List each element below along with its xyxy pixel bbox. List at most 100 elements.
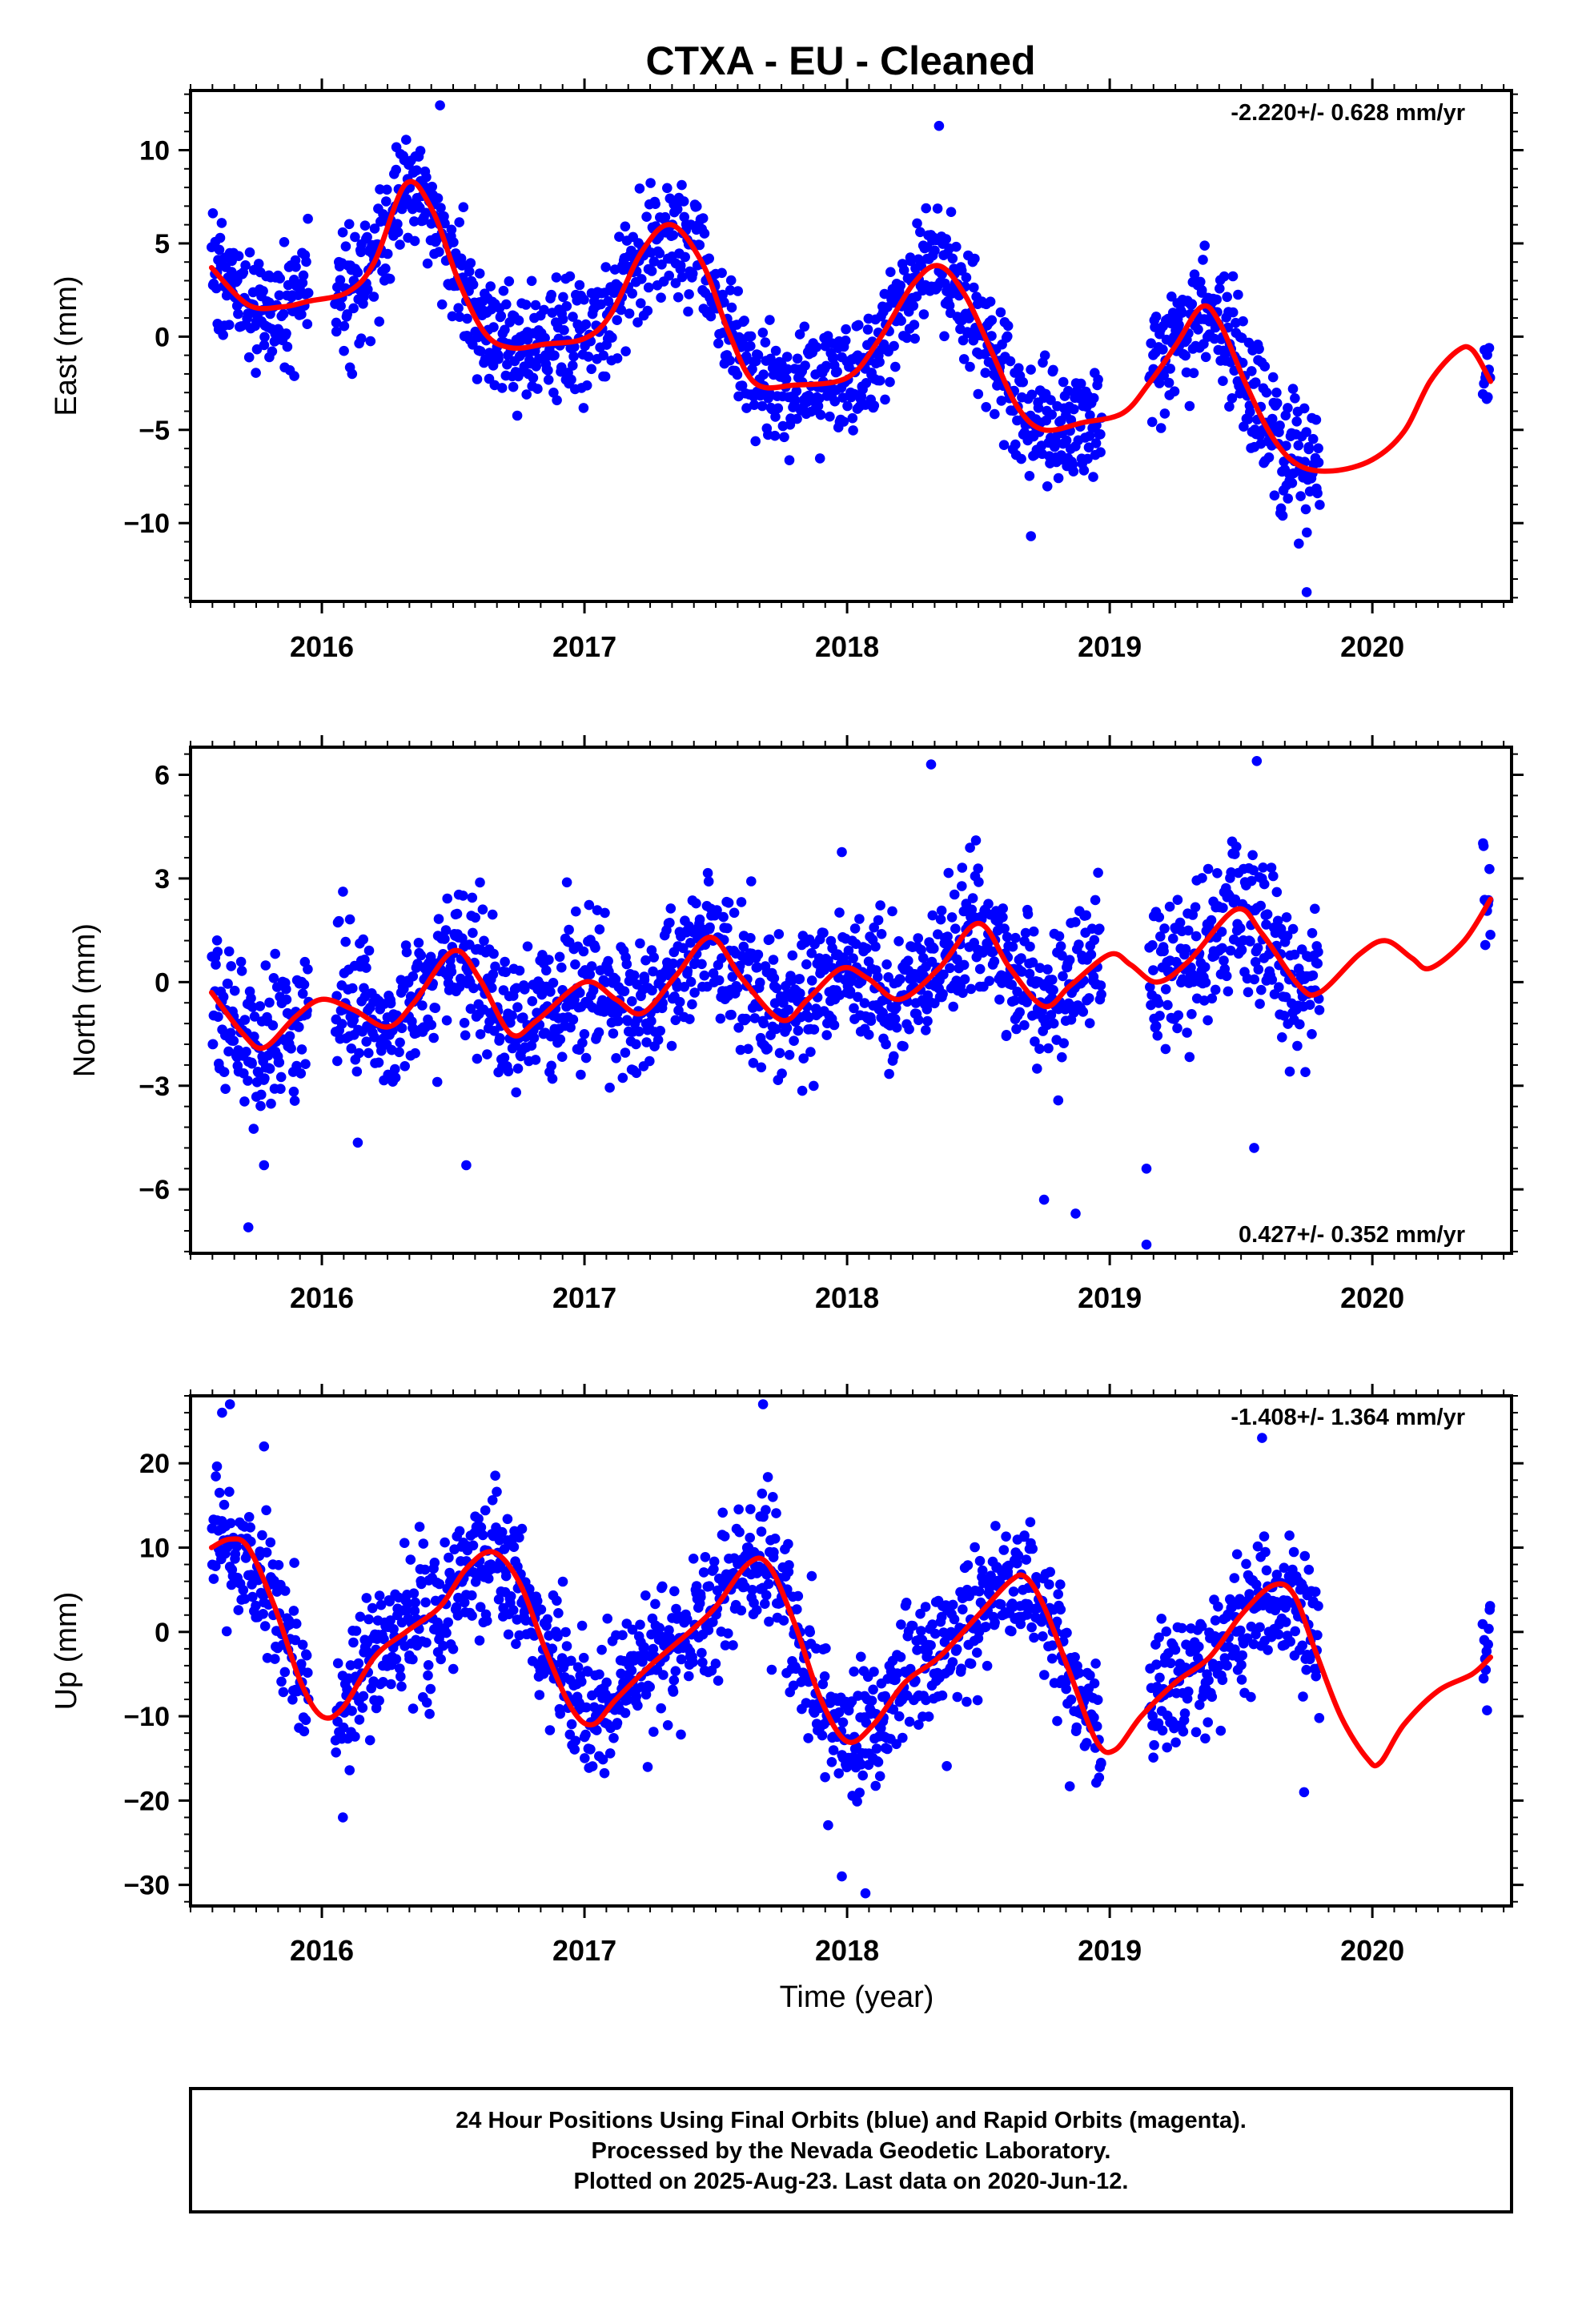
data-point-1096 — [994, 994, 1005, 1005]
data-point-141 — [331, 1747, 342, 1758]
data-point-1401 — [1254, 344, 1264, 355]
data-point-578 — [635, 938, 645, 949]
data-point-684 — [708, 968, 719, 979]
data-point-1028 — [947, 253, 958, 264]
data-point-1185 — [1057, 1051, 1067, 1063]
data-point-78 — [261, 1505, 271, 1516]
data-point-1495 — [1482, 1705, 1492, 1715]
data-point-141 — [331, 317, 342, 328]
data-point-12 — [215, 232, 226, 243]
data-point-422 — [526, 275, 537, 287]
data-point-598 — [648, 1727, 659, 1737]
data-point-1024 — [944, 300, 955, 311]
data-point-319 — [454, 312, 465, 323]
data-point-1324 — [1200, 352, 1211, 363]
data-point-131 — [297, 988, 308, 999]
data-point-1323 — [1199, 240, 1210, 251]
data-point-1105 — [1001, 1531, 1011, 1542]
data-point-517 — [592, 905, 603, 915]
data-point-592 — [644, 1682, 655, 1692]
data-point-885 — [848, 953, 858, 963]
data-point-924 — [874, 1771, 885, 1782]
data-point-704 — [722, 923, 733, 934]
data-point-338 — [468, 927, 478, 939]
data-point-48 — [239, 1015, 251, 1025]
data-point-252 — [408, 1703, 419, 1714]
data-point-1292 — [1178, 1726, 1189, 1737]
footer-box: 24 Hour Positions Using Final Orbits (bl… — [189, 2087, 1513, 2213]
data-point-292 — [436, 203, 446, 213]
data-point-514 — [590, 943, 600, 953]
data-point-251 — [408, 1654, 418, 1665]
data-point-20 — [220, 1084, 231, 1094]
east-y-axis-label: East (mm) — [50, 275, 83, 416]
data-point-1237 — [1093, 374, 1103, 385]
data-point-172 — [352, 267, 363, 278]
data-point-130 — [296, 1044, 307, 1055]
data-point-1369 — [1231, 1549, 1243, 1560]
data-point-253 — [408, 1588, 420, 1598]
up-y-axis-label: Up (mm) — [50, 1592, 83, 1711]
data-point-1260 — [1156, 1614, 1166, 1624]
data-point-1015 — [938, 969, 949, 980]
data-point-1449 — [1287, 477, 1298, 489]
data-point-973 — [909, 320, 920, 330]
data-point-1193 — [1062, 1627, 1072, 1638]
data-point-1374 — [1235, 923, 1246, 934]
data-point-914 — [868, 1684, 878, 1695]
outlier-point-6 — [1026, 531, 1036, 541]
data-point-358 — [482, 1615, 492, 1626]
data-point-808 — [794, 329, 805, 340]
data-point-1483 — [1311, 414, 1322, 425]
data-point-962 — [901, 1598, 912, 1608]
data-point-155 — [340, 241, 351, 252]
data-point-1028 — [947, 1657, 958, 1667]
data-point-299 — [440, 925, 452, 935]
data-point-1346 — [1215, 1725, 1227, 1736]
data-point-723 — [735, 1044, 746, 1055]
data-point-1226 — [1085, 410, 1095, 420]
data-point-196 — [369, 1031, 379, 1043]
data-point-659 — [691, 898, 701, 909]
data-point-884 — [847, 412, 858, 424]
data-point-1349 — [1218, 903, 1228, 913]
data-point-1477 — [1307, 1029, 1317, 1039]
outlier-point-5 — [837, 1871, 847, 1882]
data-point-915 — [869, 1667, 879, 1677]
data-point-497 — [578, 403, 589, 413]
data-point-633 — [673, 292, 684, 303]
y-tick-label: 0 — [155, 967, 170, 998]
y-tick-label: 10 — [139, 1534, 170, 1564]
data-point-986 — [917, 952, 929, 963]
data-point-25 — [223, 946, 235, 957]
data-point-954 — [896, 316, 906, 326]
data-point-368 — [488, 322, 499, 332]
data-point-948 — [891, 1022, 902, 1033]
data-point-805 — [792, 353, 803, 364]
data-point-349 — [475, 346, 486, 356]
data-point-1144 — [1027, 957, 1038, 968]
data-point-270 — [420, 207, 432, 219]
data-point-148 — [335, 300, 346, 312]
data-point-592 — [644, 1055, 655, 1067]
data-point-1290 — [1177, 1622, 1187, 1634]
data-point-449 — [545, 987, 556, 997]
data-point-1371 — [1233, 289, 1243, 300]
data-point-271 — [421, 172, 432, 183]
data-point-7 — [211, 1461, 223, 1472]
data-point-1408 — [1259, 1531, 1270, 1542]
data-point-1056 — [966, 904, 978, 915]
data-point-943 — [889, 1051, 899, 1062]
data-point-753 — [756, 1062, 767, 1073]
data-point-652 — [685, 976, 697, 987]
y-tick-label: −3 — [139, 1072, 170, 1102]
data-point-1468 — [1300, 1067, 1311, 1077]
data-point-181 — [359, 983, 369, 994]
data-point-240 — [400, 1061, 410, 1072]
data-point-1420 — [1267, 975, 1278, 985]
data-point-559 — [621, 959, 632, 970]
data-point-1113 — [1006, 1626, 1017, 1637]
data-point-170 — [351, 1626, 362, 1636]
data-point-277 — [425, 1683, 436, 1695]
